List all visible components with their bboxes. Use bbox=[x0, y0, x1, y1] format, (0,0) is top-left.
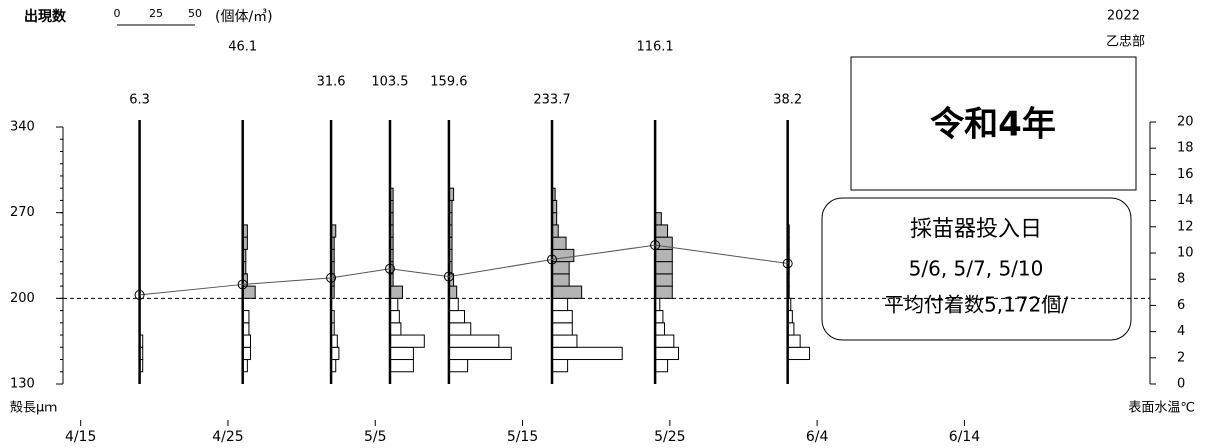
size-bar bbox=[389, 359, 414, 373]
size-bar bbox=[242, 285, 256, 299]
sample-total: 6.3 bbox=[129, 93, 150, 108]
size-bar bbox=[787, 334, 801, 348]
size-bar bbox=[551, 346, 623, 361]
sample-total: 233.7 bbox=[533, 93, 570, 108]
scale-tick-label: 25 bbox=[149, 7, 163, 20]
size-bar bbox=[389, 322, 402, 336]
size-bar bbox=[389, 285, 403, 299]
scale-tick-label: 0 bbox=[114, 7, 121, 20]
size-bar bbox=[448, 334, 500, 348]
scale-tick-label: 50 bbox=[188, 7, 202, 20]
size-bar bbox=[448, 346, 512, 361]
size-bar bbox=[654, 224, 669, 238]
size-bar bbox=[389, 346, 414, 361]
size-bar bbox=[551, 310, 573, 324]
x-tick-label: 5/25 bbox=[654, 429, 685, 445]
y2-tick-label: 8 bbox=[1177, 272, 1185, 287]
y2-tick-label: 20 bbox=[1177, 115, 1194, 130]
year: 2022 bbox=[1107, 9, 1140, 24]
temperature-point bbox=[326, 272, 337, 283]
era-box bbox=[850, 56, 1137, 191]
x-tick-label: 4/15 bbox=[65, 429, 96, 445]
sample-total: 46.1 bbox=[228, 40, 257, 55]
size-bar bbox=[389, 310, 400, 324]
size-bar bbox=[551, 236, 567, 250]
x-tick-label: 5/5 bbox=[364, 429, 387, 445]
size-bar bbox=[551, 297, 569, 312]
temperature-point bbox=[384, 263, 395, 274]
size-bar bbox=[448, 310, 465, 324]
y-axis-label: 殻長μｍ bbox=[10, 401, 57, 416]
size-bar bbox=[654, 346, 680, 361]
note-line: 採苗器投入日 bbox=[910, 217, 1042, 242]
y-tick-label: 200 bbox=[10, 291, 35, 306]
size-bar bbox=[448, 322, 472, 336]
size-bar bbox=[448, 359, 469, 373]
y2-tick-label: 0 bbox=[1177, 377, 1185, 392]
size-bar bbox=[654, 334, 675, 348]
y-tick-label: 340 bbox=[10, 120, 35, 135]
size-bar bbox=[654, 359, 669, 373]
temperature-line bbox=[139, 244, 788, 296]
temperature-point bbox=[782, 258, 793, 269]
sample-total: 116.1 bbox=[636, 40, 673, 55]
y2-tick-label: 14 bbox=[1177, 193, 1194, 208]
era-label: 令和4年 bbox=[930, 105, 1056, 145]
y2-tick-label: 2 bbox=[1177, 350, 1185, 365]
sample-total: 31.6 bbox=[317, 75, 346, 90]
x-tick-label: 4/25 bbox=[212, 429, 243, 445]
temperature-point bbox=[443, 271, 454, 282]
note-line: 平均付着数5,172個/ bbox=[884, 293, 1068, 317]
chart-title: 出現数 bbox=[24, 8, 67, 25]
y2-axis-label: 表面水温℃ bbox=[1128, 401, 1195, 416]
y2-tick-label: 16 bbox=[1177, 167, 1194, 182]
y2-tick-label: 10 bbox=[1177, 246, 1194, 261]
x-tick-label: 5/15 bbox=[507, 429, 538, 445]
size-bar bbox=[389, 334, 425, 348]
note-box bbox=[821, 197, 1132, 341]
y-tick-label: 270 bbox=[10, 205, 35, 220]
sample-total: 38.2 bbox=[773, 93, 802, 108]
sample-total: 103.5 bbox=[371, 75, 408, 90]
size-bar bbox=[654, 273, 673, 287]
size-bar bbox=[551, 248, 575, 263]
size-bar bbox=[787, 346, 811, 361]
size-bar bbox=[551, 334, 578, 348]
scale-unit: (個体/㎥) bbox=[215, 9, 273, 25]
size-bar bbox=[448, 297, 459, 312]
x-tick-label: 6/14 bbox=[949, 429, 981, 445]
size-bar bbox=[551, 359, 569, 373]
temperature-point bbox=[547, 254, 558, 265]
temperature-point bbox=[650, 240, 661, 251]
y2-tick-label: 18 bbox=[1177, 141, 1194, 156]
location: 乙忠部 bbox=[1106, 35, 1145, 50]
y2-tick-label: 6 bbox=[1177, 298, 1185, 313]
note-line: 5/6, 5/7, 5/10 bbox=[909, 257, 1044, 281]
size-bar bbox=[654, 248, 673, 263]
y-tick-label: 130 bbox=[10, 377, 35, 392]
temperature-point bbox=[237, 279, 248, 290]
size-bar bbox=[654, 285, 673, 299]
size-bar bbox=[551, 273, 570, 287]
size-bar bbox=[551, 322, 573, 336]
y2-tick-label: 12 bbox=[1177, 219, 1194, 234]
size-bar bbox=[551, 285, 583, 299]
size-bar bbox=[654, 261, 673, 275]
size-bar bbox=[654, 322, 665, 336]
sample-total: 159.6 bbox=[430, 75, 467, 90]
y2-tick-label: 4 bbox=[1177, 324, 1185, 339]
x-tick-label: 6/4 bbox=[806, 429, 829, 445]
temperature-point bbox=[134, 289, 145, 300]
